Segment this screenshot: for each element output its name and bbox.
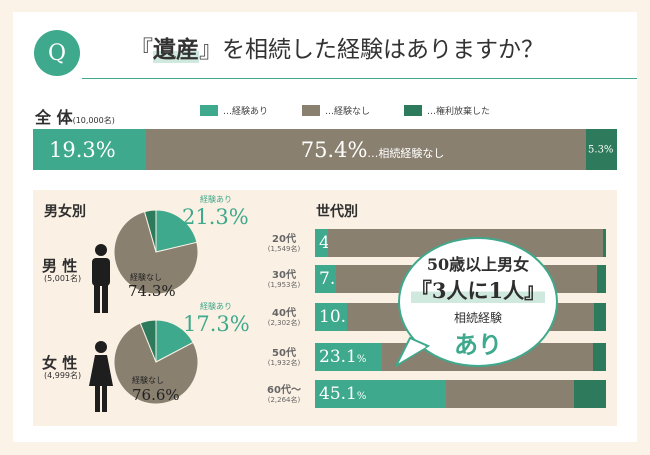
male-exp-pct: 21.3% xyxy=(182,205,249,229)
generation-section-title: 世代別 xyxy=(316,204,358,220)
female-n: (4,999名) xyxy=(44,371,82,380)
generation-bar-4-renounced xyxy=(573,380,606,408)
legend-item-not-experienced: …経験なし xyxy=(302,104,370,117)
generation-label-0: 20代 xyxy=(272,234,296,245)
callout-line4: あり xyxy=(454,330,502,359)
female-label: 女 性 xyxy=(42,354,78,372)
legend-swatch-renounced xyxy=(404,105,423,116)
title-rule xyxy=(82,78,637,79)
generation-bar-0-experienced: 4.6% xyxy=(315,229,356,257)
male-exp-caption: 経験あり xyxy=(200,195,232,204)
female-pie-slice-experienced xyxy=(155,319,194,363)
generation-bar-2-renounced xyxy=(594,303,606,331)
generation-label-4: 60代～ xyxy=(267,385,301,396)
female-exp-caption: 経験あり xyxy=(200,302,232,311)
generation-bar-1-renounced xyxy=(597,265,606,293)
male-notexp-caption: 経験なし xyxy=(130,273,162,282)
callout-bubble: 50歳以上男女 『3人に1人』 相続経験 あり xyxy=(398,237,558,367)
legend: …経験あり …経験なし …権利放棄した xyxy=(200,104,490,117)
male-pie-slice-renounced xyxy=(143,209,157,253)
total-bar-renounced: 5.3% xyxy=(586,129,617,170)
total-not-experienced-suffix: …相続経験なし xyxy=(367,146,445,160)
male-figure-icon xyxy=(92,244,110,313)
total-bar-experienced: 19.3% xyxy=(33,129,146,170)
male-pie-chart xyxy=(113,209,199,295)
male-pie-slice-experienced xyxy=(155,209,198,253)
male-notexp-pct: 74.3% xyxy=(128,282,176,300)
generation-bar-2-experienced: 10.9% xyxy=(315,303,366,331)
female-notexp-caption: 経験なし xyxy=(132,376,164,385)
female-pie-slice-renounced xyxy=(139,319,157,363)
question-badge: Q xyxy=(34,30,80,76)
legend-item-experienced: …経験あり xyxy=(200,104,268,117)
title-highlight: 遺産 xyxy=(153,36,199,63)
generation-bar-3-experienced: 23.1% xyxy=(315,343,383,371)
total-renounced-value: 5.3% xyxy=(588,144,614,155)
legend-swatch-experienced xyxy=(200,105,218,116)
generation-value-3: 23.1% xyxy=(319,347,367,367)
male-pie-slice-not-experienced xyxy=(113,210,199,295)
generation-n-2: (2,302名) xyxy=(267,319,301,327)
generation-n-4: (2,264名) xyxy=(267,396,301,404)
generation-bar-3-renounced xyxy=(592,343,606,371)
total-n: (10,000名) xyxy=(72,116,115,125)
female-exp-pct: 17.3% xyxy=(183,312,250,336)
page-title: 『遺産』を相続した経験はありますか？ xyxy=(130,36,544,63)
generation-bar-0-renounced xyxy=(603,229,606,257)
female-pie-chart xyxy=(113,319,199,405)
callout-line1: 50歳以上男女 xyxy=(426,255,530,274)
generation-n-3: (1,932名) xyxy=(267,359,301,367)
total-bar-not-experienced: 75.4%…相続経験なし xyxy=(145,129,587,170)
total-experienced-value: 19.3% xyxy=(49,137,116,162)
generation-n-0: (1,549名) xyxy=(267,245,301,253)
generation-bar-4: 45.1% xyxy=(315,380,606,408)
generation-value-4: 45.1% xyxy=(319,384,367,404)
total-not-experienced-value: 75.4%…相続経験なし xyxy=(300,137,445,162)
generation-bar-4-not-experienced xyxy=(446,380,574,408)
generation-bar-1-experienced: 7.2% xyxy=(315,265,356,293)
total-stacked-bar: 19.3% 75.4%…相続経験なし 5.3% xyxy=(33,129,617,170)
legend-item-renounced: …権利放棄した xyxy=(404,104,490,117)
female-figure-icon xyxy=(89,341,113,412)
female-notexp-pct: 76.6% xyxy=(132,386,180,404)
generation-label-2: 40代 xyxy=(272,308,296,319)
gender-section-title: 男女別 xyxy=(44,204,86,220)
generation-label-1: 30代 xyxy=(272,270,296,281)
male-n: (5,001名) xyxy=(44,274,82,283)
generation-label-3: 50代 xyxy=(272,348,296,359)
total-label: 全 体(10,000名) xyxy=(35,108,115,127)
generation-bar-4-experienced: 45.1% xyxy=(315,380,447,408)
female-pie-slice-not-experienced xyxy=(113,322,199,405)
callout-tail xyxy=(396,336,430,368)
callout-line2: 『3人に1人』 xyxy=(410,278,546,303)
legend-swatch-not-experienced xyxy=(302,105,321,116)
male-label: 男 性 xyxy=(42,257,78,275)
callout-line3: 相続経験 xyxy=(453,311,502,325)
generation-n-1: (1,953名) xyxy=(267,281,301,289)
